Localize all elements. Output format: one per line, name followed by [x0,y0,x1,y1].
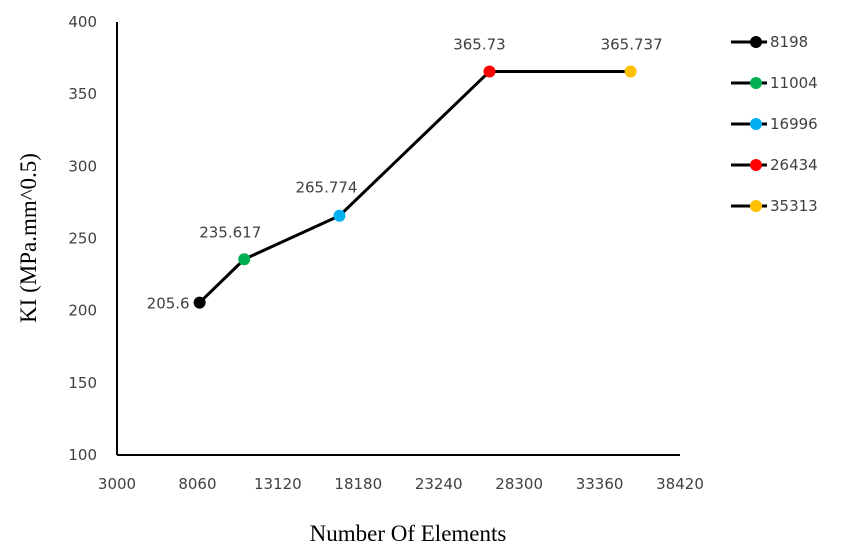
y-tick-label: 300 [68,157,97,175]
x-tick-label: 13120 [254,475,302,493]
y-tick-label: 150 [68,374,97,392]
legend-marker [750,200,762,212]
y-axis-title: KI (MPa.mm^0.5) [16,153,41,323]
x-tick-label: 38420 [656,475,704,493]
data-label: 365.737 [601,35,663,53]
legend-label: 35313 [770,197,818,215]
data-point [624,65,637,78]
axes [116,22,680,456]
x-tick-label: 18180 [334,475,382,493]
legend-label: 26434 [770,156,818,174]
x-tick-label: 23240 [415,475,463,493]
series-line [198,69,631,304]
x-axis-title: Number Of Elements [310,521,507,546]
data-point [483,65,496,78]
y-tick-label: 400 [68,13,97,31]
legend-marker [750,77,762,89]
y-tick-label: 200 [68,302,97,320]
data-labels: 205.6 235.617 265.774 365.73 365.737 [147,35,663,312]
data-label: 365.73 [453,35,506,53]
data-label: 205.6 [147,295,190,313]
x-tick-label: 28300 [495,475,543,493]
x-tick-labels: 3000 8060 13120 18180 23240 28300 33360 38420 [98,475,704,493]
legend-label: 8198 [770,33,808,51]
x-tick-label: 33360 [576,475,624,493]
y-tick-label: 100 [68,446,97,464]
y-tick-label: 250 [68,230,97,248]
legend-marker [750,159,762,171]
data-point [238,253,251,266]
data-label: 265.774 [295,179,357,197]
data-point [193,296,206,309]
y-tick-labels: 100 150 200 250 300 350 400 [68,13,97,464]
legend-label: 11004 [770,74,818,92]
x-tick-label: 8060 [178,475,216,493]
legend-label: 16996 [770,115,818,133]
legend-marker [750,118,762,130]
y-tick-label: 350 [68,85,97,103]
legend: 8198 11004 16996 26434 35313 [731,33,818,215]
data-point [333,209,346,222]
data-label: 235.617 [199,223,261,241]
legend-marker [750,36,762,48]
x-tick-label: 3000 [98,475,136,493]
data-series [193,65,637,309]
